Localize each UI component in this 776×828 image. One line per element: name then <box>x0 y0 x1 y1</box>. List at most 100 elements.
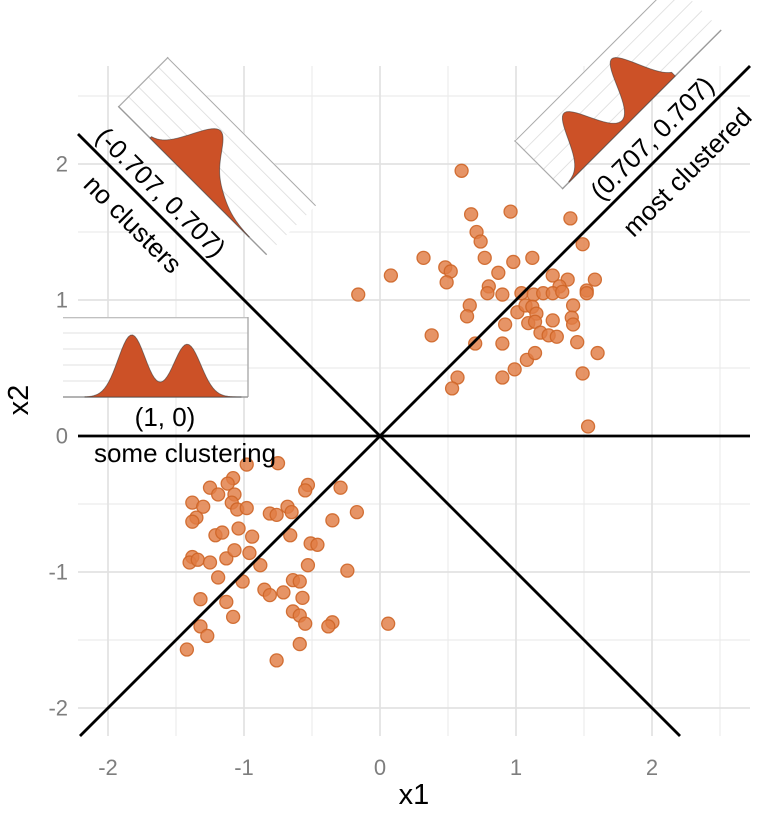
data-point <box>383 268 399 283</box>
y-tick-label: -2 <box>48 696 68 721</box>
data-point <box>295 590 310 605</box>
x-axis-title: x1 <box>399 779 430 811</box>
data-point <box>590 345 605 361</box>
data-point <box>416 250 431 265</box>
reference-lines <box>77 65 751 737</box>
data-point <box>587 272 603 287</box>
data-point <box>262 587 277 603</box>
data-point <box>439 275 454 290</box>
data-point <box>480 286 495 301</box>
axis-tick-labels: -2 -1 0 1 2 -2 -1 0 1 2 <box>48 152 658 781</box>
inset-density-most-clustered <box>514 0 722 190</box>
data-point <box>196 499 211 514</box>
data-point <box>555 284 570 299</box>
data-point <box>292 574 307 589</box>
data-point <box>459 309 475 324</box>
data-point <box>565 298 581 313</box>
data-point <box>200 628 215 644</box>
inset-gridline <box>523 0 684 151</box>
reference-line <box>79 65 751 737</box>
inset-top-edge <box>166 56 316 207</box>
data-point <box>220 476 235 491</box>
data-point <box>298 616 313 631</box>
data-point <box>495 370 510 385</box>
data-point <box>527 345 543 361</box>
y-tick-label: 0 <box>56 424 68 449</box>
data-point <box>565 317 581 332</box>
data-point <box>463 207 479 222</box>
data-point <box>300 558 316 573</box>
data-point <box>349 505 365 520</box>
data-point <box>497 317 513 332</box>
scatter-points <box>179 163 605 668</box>
x-tick-label: 1 <box>510 755 522 780</box>
data-point <box>424 328 439 343</box>
data-point <box>454 163 469 178</box>
data-point <box>179 642 195 657</box>
inset-gridline <box>157 66 307 216</box>
data-point <box>185 514 200 529</box>
data-point <box>253 558 268 573</box>
data-point <box>575 366 590 381</box>
x-tick-label: 2 <box>646 755 658 780</box>
data-point <box>491 265 506 280</box>
data-point <box>495 287 510 302</box>
data-point <box>269 507 284 523</box>
data-point <box>495 336 510 351</box>
data-point <box>381 616 396 631</box>
data-point <box>225 609 241 625</box>
data-point <box>227 543 242 558</box>
data-point <box>525 250 540 265</box>
x-tick-label: -2 <box>98 755 118 780</box>
data-point <box>507 362 522 377</box>
data-point <box>340 563 355 578</box>
data-point <box>190 552 205 567</box>
data-point <box>325 513 340 528</box>
data-point <box>506 254 521 270</box>
data-point <box>298 483 313 498</box>
data-point <box>580 419 596 434</box>
data-point <box>310 537 325 552</box>
x-tick-label: 0 <box>374 755 386 780</box>
data-point <box>211 487 226 502</box>
data-point <box>477 250 492 265</box>
y-tick-label: 1 <box>56 288 68 313</box>
data-point <box>211 570 226 585</box>
data-point <box>468 336 483 351</box>
density-curve-some-clustering <box>84 334 242 398</box>
data-point <box>570 335 585 350</box>
x-tick-label: -1 <box>234 755 254 780</box>
data-point <box>239 500 254 516</box>
data-point <box>231 521 246 536</box>
data-point <box>202 555 218 570</box>
data-point <box>563 211 578 226</box>
inset-top-edge <box>514 0 675 142</box>
data-point <box>193 619 208 634</box>
data-point <box>351 287 366 302</box>
inset-density-some-clustering <box>63 317 249 398</box>
data-point <box>215 525 230 540</box>
inset-end-edge <box>118 56 169 108</box>
data-point <box>545 268 560 283</box>
data-point <box>333 480 348 495</box>
data-point <box>473 234 488 249</box>
annotation-projection-ml: (1, 0) <box>135 402 196 432</box>
inset-density-no-clusters <box>117 56 317 256</box>
data-point <box>284 505 299 520</box>
inset-gridline <box>532 0 693 161</box>
density-curve-no-clusters <box>149 128 250 238</box>
data-point <box>283 528 298 543</box>
data-point <box>270 456 286 471</box>
data-point <box>444 381 460 396</box>
data-point <box>276 585 291 600</box>
y-tick-label: -1 <box>48 560 68 585</box>
data-point <box>193 592 208 607</box>
data-point <box>321 619 336 634</box>
data-point <box>242 545 257 561</box>
y-tick-label: 2 <box>56 152 68 177</box>
data-point <box>575 237 590 252</box>
data-point <box>245 529 260 544</box>
inset-end-edge <box>514 140 564 190</box>
